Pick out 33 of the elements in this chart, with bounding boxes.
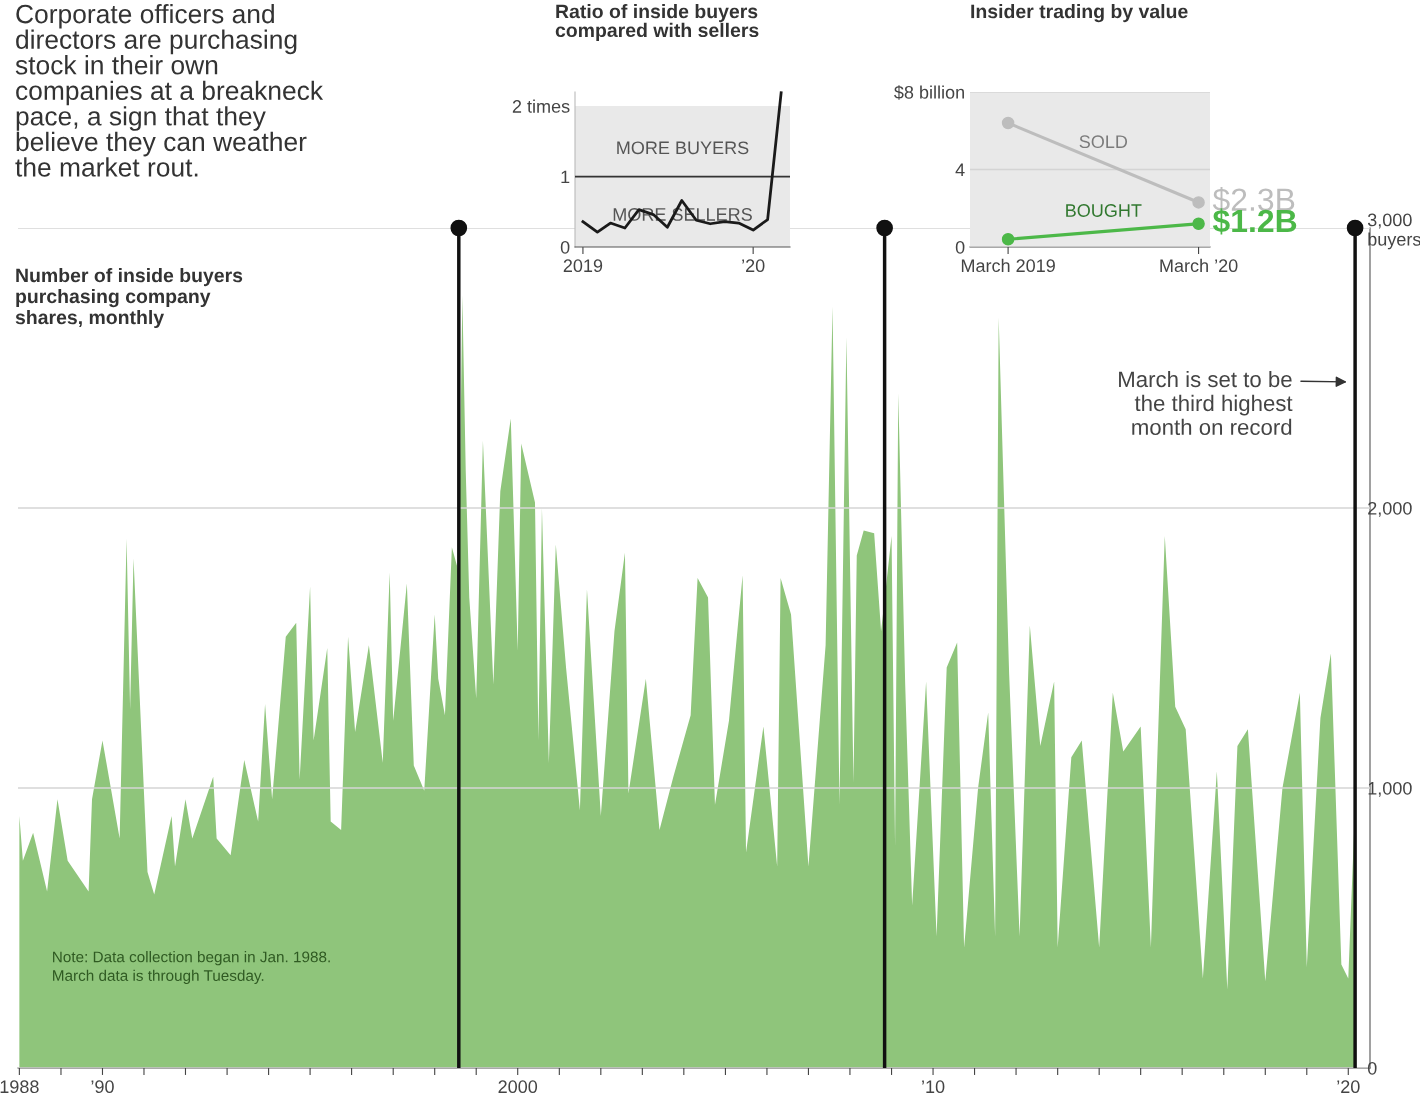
- y-tick-label: 4: [955, 163, 965, 177]
- x-tick-label: 2000: [498, 1080, 538, 1094]
- point: [1192, 217, 1205, 231]
- y-tick-label: 0: [955, 240, 965, 254]
- x-tick-label: 1988: [0, 1080, 39, 1094]
- y-tick-label: 0: [560, 240, 570, 254]
- x-tick-label: ’90: [91, 1080, 114, 1094]
- y-tick-label: 1: [561, 170, 570, 184]
- x-tick-label: ’20: [742, 259, 765, 273]
- x-tick-label: March ’20: [1160, 258, 1238, 273]
- chart-title: Ratio of inside buyers compared with sellers: [555, 4, 759, 41]
- x-tick-label: March 2019: [961, 258, 1055, 273]
- series-label: SOLD: [1079, 135, 1128, 149]
- point: [1192, 196, 1205, 209]
- point: [1001, 232, 1015, 246]
- y-tick-label: 2,000: [1368, 501, 1412, 517]
- x-tick-label: ’20: [1337, 1080, 1360, 1094]
- x-tick-label: ’10: [922, 1080, 945, 1094]
- y-tick-label: 2 times: [512, 99, 570, 113]
- y-tick-label: 3,000 buyers: [1367, 213, 1420, 250]
- line-series: [581, 91, 783, 234]
- annotation: March is set to be the third highest month on record: [1119, 370, 1293, 436]
- point: [1001, 116, 1015, 130]
- y-tick-label: 0: [1367, 1061, 1377, 1075]
- chart-title: Insider trading by value: [971, 4, 1188, 23]
- annotation: MORE BUYERS: [617, 141, 749, 155]
- chart-title: Corporate officers and directors are purchasing stock in their own companies at a breakneck pace, a sign that they believe they can weather the market rout.: [15, 4, 324, 177]
- annotation: Note: Data collection began in Jan. 1988. March data is through Tuesday.: [53, 951, 330, 984]
- y-tick-label: $8 billion: [894, 85, 964, 100]
- text: Number of inside buyers purchasing company shares, monthly: [15, 268, 243, 329]
- y-tick-label: 1,000: [1368, 781, 1412, 797]
- series-label: BOUGHT: [1066, 204, 1142, 217]
- x-tick-label: 2019: [563, 259, 603, 273]
